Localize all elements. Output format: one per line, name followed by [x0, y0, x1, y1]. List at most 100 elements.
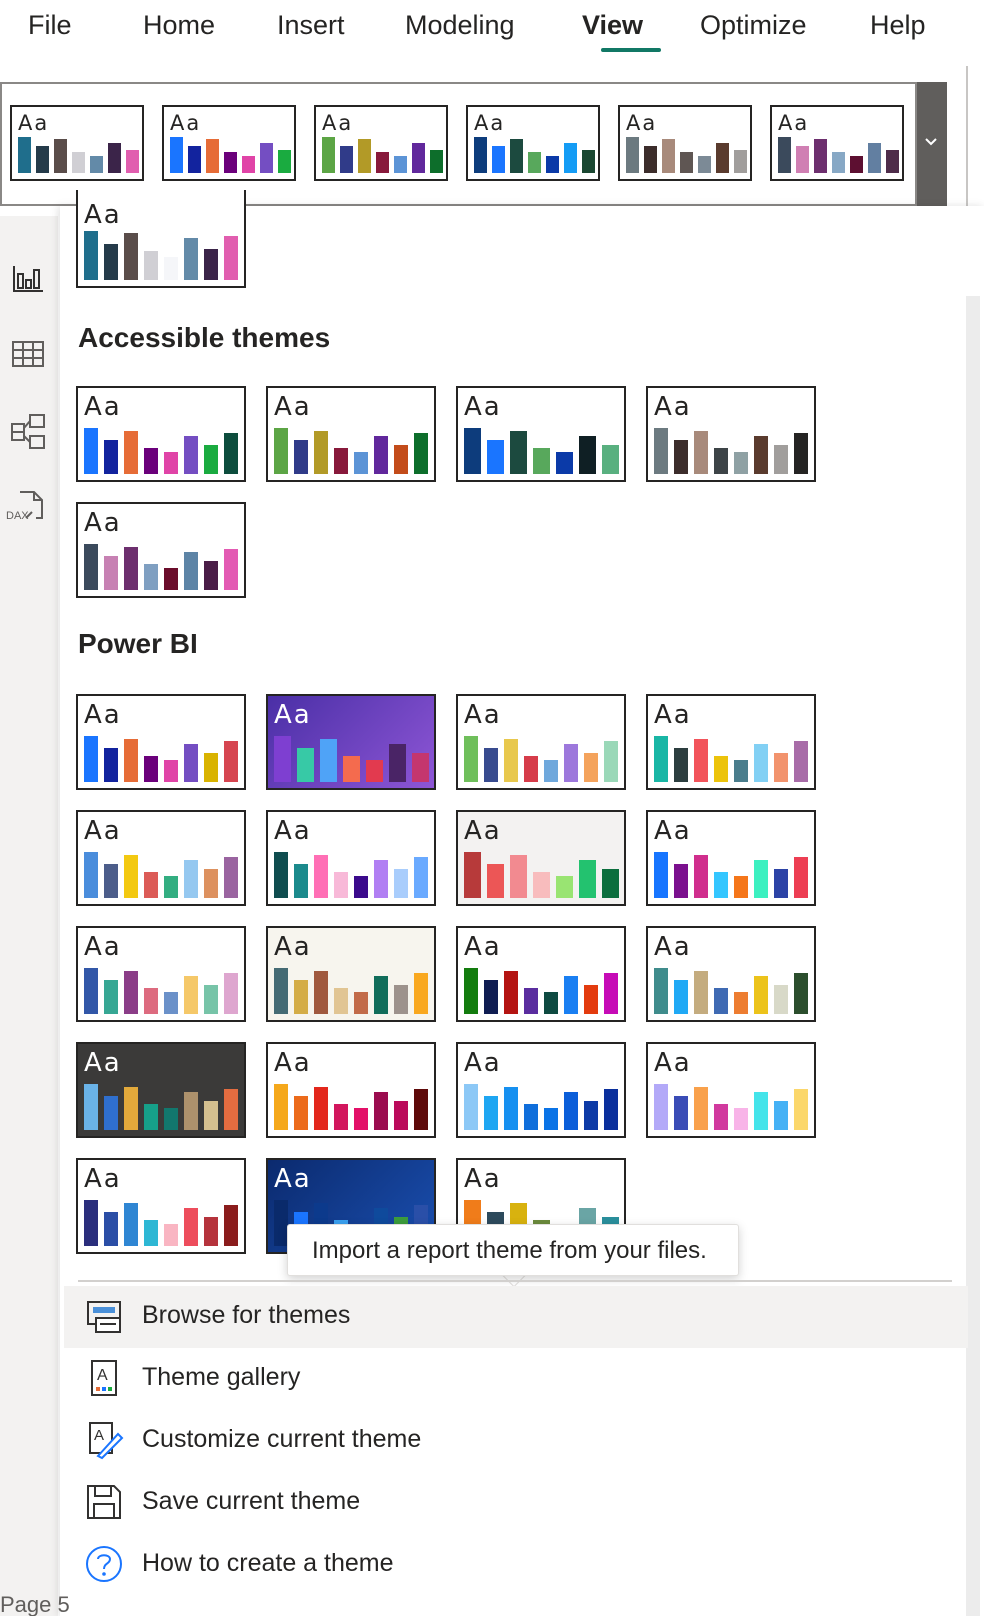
theme-thumbnail[interactable]: Aa [76, 1042, 246, 1138]
theme-color-bars [84, 228, 238, 280]
theme-thumbnail[interactable]: Aa [456, 1042, 626, 1138]
theme-sample-text: Aa [778, 111, 810, 135]
theme-color-swatch [314, 971, 328, 1014]
theme-thumbnail[interactable]: Aa [162, 105, 296, 181]
theme-color-swatch [504, 1087, 518, 1130]
theme-thumbnail[interactable]: Aa [266, 810, 436, 906]
theme-color-swatch [124, 233, 138, 280]
theme-color-swatch [394, 985, 408, 1014]
theme-color-swatch [124, 739, 138, 782]
theme-color-bars [464, 850, 619, 898]
theme-color-swatch [579, 436, 596, 474]
theme-thumbnail[interactable]: Aa [456, 810, 626, 906]
tab-home[interactable]: Home [143, 10, 216, 40]
theme-thumbnail[interactable]: Aa [646, 810, 816, 906]
theme-color-swatch [754, 744, 768, 782]
theme-thumbnail[interactable]: Aa [76, 810, 246, 906]
theme-thumbnail[interactable]: Aa [266, 1042, 436, 1138]
tab-optimize[interactable]: Optimize [700, 10, 807, 40]
theme-color-bars [274, 1082, 428, 1130]
theme-thumbnail[interactable]: Aa [618, 105, 752, 181]
tab-modeling[interactable]: Modeling [405, 10, 515, 40]
theme-thumbnail[interactable]: Aa [456, 926, 626, 1022]
tab-view[interactable]: View [582, 10, 644, 40]
report-view-icon[interactable] [10, 260, 46, 300]
theme-thumbnail[interactable]: Aa [646, 926, 816, 1022]
theme-color-bars [464, 734, 618, 782]
theme-color-swatch [294, 1096, 308, 1130]
theme-color-swatch [754, 436, 768, 474]
how-to-create-theme-item[interactable]: How to create a theme [64, 1534, 968, 1596]
theme-color-swatch [224, 549, 238, 590]
theme-thumbnail[interactable]: Aa [646, 1042, 816, 1138]
theme-color-swatch [556, 452, 573, 474]
theme-sample-text: Aa [84, 200, 122, 230]
tab-help[interactable]: Help [870, 10, 926, 40]
theme-color-swatch [474, 137, 487, 173]
panel-scrollbar[interactable] [966, 296, 980, 1616]
theme-color-swatch [124, 971, 138, 1014]
dax-query-view-icon[interactable]: DAX [6, 488, 46, 528]
theme-gallery-expand-button[interactable] [917, 82, 947, 206]
theme-gallery-item[interactable]: A Theme gallery [64, 1348, 968, 1410]
theme-color-swatch [184, 976, 198, 1014]
theme-thumbnail[interactable]: Aa [76, 190, 246, 288]
theme-thumbnail[interactable]: Aa [456, 694, 626, 790]
browse-themes-icon [87, 1301, 121, 1333]
theme-color-swatch [278, 150, 291, 173]
theme-thumbnail[interactable]: Aa [466, 105, 600, 181]
theme-color-bars [18, 135, 139, 173]
theme-thumbnail[interactable]: Aa [76, 502, 246, 598]
tab-file[interactable]: File [28, 10, 72, 40]
browse-for-themes-item[interactable]: Browse for themes [64, 1286, 968, 1348]
page-tab-label[interactable]: Page 5 [0, 1592, 70, 1616]
theme-thumbnail[interactable]: Aa [314, 105, 448, 181]
theme-thumbnail[interactable]: Aa [266, 926, 436, 1022]
theme-color-swatch [320, 739, 337, 782]
theme-color-swatch [754, 976, 768, 1014]
theme-thumbnail[interactable]: Aa [266, 694, 436, 790]
customize-current-theme-item[interactable]: A Customize current theme [64, 1410, 968, 1472]
theme-color-swatch [340, 146, 353, 173]
tab-insert[interactable]: Insert [277, 10, 345, 40]
theme-color-swatch [794, 433, 808, 474]
theme-color-swatch [510, 431, 527, 474]
theme-color-swatch [794, 857, 808, 898]
theme-thumbnail[interactable]: Aa [266, 386, 436, 482]
theme-sample-text: Aa [274, 932, 312, 962]
theme-sample-text: Aa [84, 392, 122, 422]
theme-color-swatch [224, 1089, 238, 1130]
theme-thumbnail[interactable]: Aa [456, 386, 626, 482]
theme-color-swatch [886, 150, 899, 173]
theme-thumbnail[interactable]: Aa [76, 386, 246, 482]
theme-thumbnail[interactable]: Aa [770, 105, 904, 181]
theme-color-swatch [544, 760, 558, 782]
theme-thumbnail[interactable]: Aa [76, 694, 246, 790]
theme-sample-text: Aa [274, 700, 312, 730]
theme-color-swatch [564, 1092, 578, 1130]
theme-color-swatch [674, 440, 688, 474]
model-view-icon[interactable] [10, 412, 46, 452]
theme-color-swatch [314, 855, 328, 898]
theme-color-swatch [734, 150, 747, 173]
theme-color-swatch [734, 1108, 748, 1130]
theme-color-swatch [510, 139, 523, 173]
theme-color-swatch [544, 992, 558, 1014]
theme-thumbnail[interactable]: Aa [646, 694, 816, 790]
theme-color-swatch [654, 968, 668, 1014]
save-current-theme-item[interactable]: Save current theme [64, 1472, 968, 1534]
theme-thumbnail[interactable]: Aa [76, 926, 246, 1022]
theme-color-swatch [734, 760, 748, 782]
theme-thumbnail[interactable]: Aa [646, 386, 816, 482]
theme-color-bars [84, 1198, 238, 1246]
save-theme-icon [87, 1485, 121, 1519]
theme-color-swatch [144, 1220, 158, 1246]
theme-thumbnail[interactable]: Aa [10, 105, 144, 181]
theme-color-swatch [84, 736, 98, 782]
theme-color-swatch [164, 452, 178, 474]
theme-thumbnail[interactable]: Aa [76, 1158, 246, 1254]
table-view-icon[interactable] [10, 334, 46, 374]
theme-color-swatch [84, 231, 98, 280]
theme-color-swatch [334, 988, 348, 1014]
theme-color-swatch [734, 452, 748, 474]
